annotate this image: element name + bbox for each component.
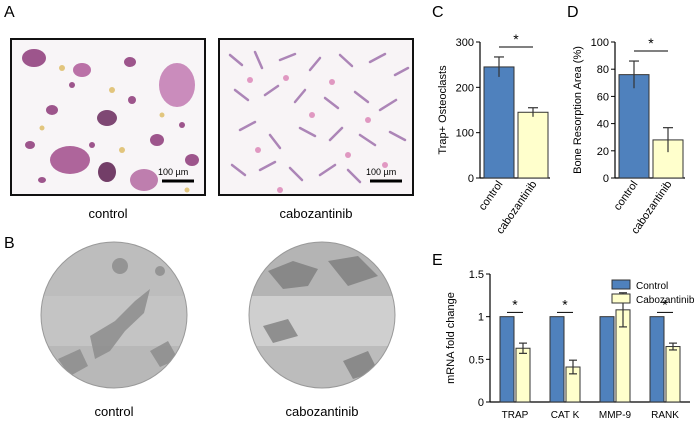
chart-e-category-label-3: RANK [651,410,679,421]
resorption-disc-cabozantinib [248,241,396,389]
chart-d-category-label-0: control [612,179,641,213]
micrograph-control-image [12,40,204,194]
chart-e-y-tick-label: 1 [478,312,484,324]
chart-d-bar-0 [618,74,650,179]
resorption-disc-control [40,241,188,389]
chart-e-category-label-1: CAT K [551,410,580,421]
chart-e-bar-0-1 [515,347,531,403]
chart-d-y-tick-label: 100 [591,37,609,49]
chart-e-category-label-2: MMP-9 [599,410,632,421]
chart-e-bar-2-0 [599,316,615,403]
chart-e-y-tick-label: 0.5 [469,354,484,366]
chart-e-legend-label-1: Cabozantinib [636,295,695,306]
panel-label-b: B [4,235,15,252]
resorption-caption-control: control [94,404,134,419]
chart-e-significance-star-3: * [662,296,668,312]
chart-e-mrna-fold-change: 0 0.5 1 1.5 mRNA fold change TRAP * CAT K * MMP-9… [445,269,695,421]
chart-d-y-tick-label: 40 [597,119,609,131]
panel-label-d: D [567,4,579,21]
chart-d-significance-star: * [648,35,654,51]
chart-c-y-tick-label: 0 [468,173,474,185]
chart-d-y-axis-label: Bone Resorption Area (%) [572,46,584,174]
chart-c-y-axis-label: Trap+ Osteoclasts [437,65,449,155]
chart-e-bar-0-0 [499,316,515,403]
chart-e-significance-star-0: * [512,296,518,312]
chart-e-bar-3-1 [665,346,681,403]
chart-e-legend-swatch-0 [611,279,631,290]
chart-d-y-tick-label: 60 [597,91,609,103]
chart-e-legend-swatch-1 [611,293,631,304]
panel-label-c: C [432,4,444,21]
chart-e-bar-3-0 [649,316,665,403]
chart-c-bar-0 [483,66,515,179]
chart-e-category-label-0: TRAP [502,410,529,421]
panel-label-a: A [4,4,15,21]
chart-e-significance-star-1: * [562,296,568,312]
chart-c-y-tick-label: 100 [456,128,474,140]
scale-bar-label-left: 100 µm [158,167,189,177]
chart-d-y-tick-label: 80 [597,64,609,76]
chart-e-y-tick-label: 1.5 [469,269,484,281]
chart-e-y-tick-label: 0 [478,397,484,409]
micrograph-caption-control: control [88,206,128,221]
chart-e-bar-1-0 [549,316,565,403]
chart-c-significance-star: * [513,31,519,47]
chart-d-y-tick-label: 0 [603,173,609,185]
chart-d-bone-resorption: 0 20 40 60 80 100 Bone Resorption Area (%) cont… [572,35,685,236]
chart-c-category-label-0: control [477,179,506,213]
chart-d-y-tick-label: 20 [597,146,609,158]
chart-c-bar-1 [517,111,549,179]
chart-e-y-axis-label: mRNA fold change [445,292,457,384]
panel-label-e: E [432,252,443,269]
chart-c-y-tick-label: 300 [456,37,474,49]
micrograph-control: 100 µm [10,38,206,196]
resorption-caption-cabozantinib: cabozantinib [285,404,359,419]
chart-c-y-tick-label: 200 [456,82,474,94]
micrograph-cabozantinib-image [220,40,412,194]
micrograph-caption-cabozantinib: cabozantinib [279,206,353,221]
scale-bar-label-right: 100 µm [366,167,397,177]
chart-e-legend-label-0: Control [636,281,668,292]
micrograph-cabozantinib: 100 µm [218,38,414,196]
